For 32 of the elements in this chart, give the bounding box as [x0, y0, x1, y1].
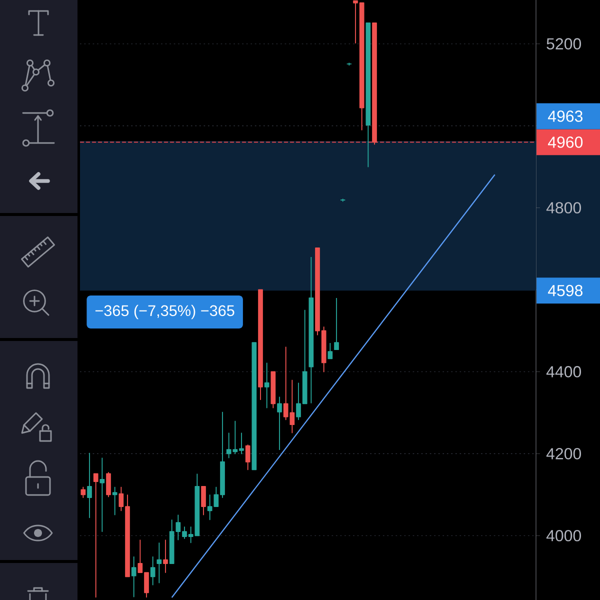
band-label: −365 (−7,35%) −365 [95, 304, 234, 320]
candlestick [340, 198, 346, 202]
text: 4963 [548, 110, 582, 122]
y-tick-label: 4000 [546, 530, 582, 542]
candlestick [270, 371, 276, 408]
candlestick [201, 486, 206, 516]
candlestick [258, 289, 263, 400]
candlestick [80, 486, 86, 498]
candlestick [328, 342, 333, 360]
text: 4598 [548, 284, 582, 296]
candlestick [163, 539, 168, 574]
candlestick [156, 542, 162, 584]
candlestick [346, 62, 352, 66]
candlestick [264, 362, 270, 408]
candlestick [106, 472, 111, 498]
candlestick [150, 556, 156, 586]
candlestick [87, 452, 92, 518]
candlestick [334, 297, 339, 350]
y-tick-label: 4400 [546, 366, 582, 378]
y-tick-label: 4200 [546, 448, 582, 460]
candlestick [252, 342, 257, 470]
candlestick [100, 457, 105, 532]
candlestick [366, 22, 371, 168]
candlestick [93, 473, 98, 598]
candlestick [131, 556, 136, 598]
candlestick [112, 486, 118, 516]
candlestick [308, 256, 314, 404]
ref-line-label: 4960 [548, 136, 583, 148]
y-tick-label: 5200 [546, 38, 582, 50]
y-tick-label: 4800 [546, 202, 582, 214]
candlestick [245, 444, 250, 470]
candlestick [277, 396, 282, 450]
